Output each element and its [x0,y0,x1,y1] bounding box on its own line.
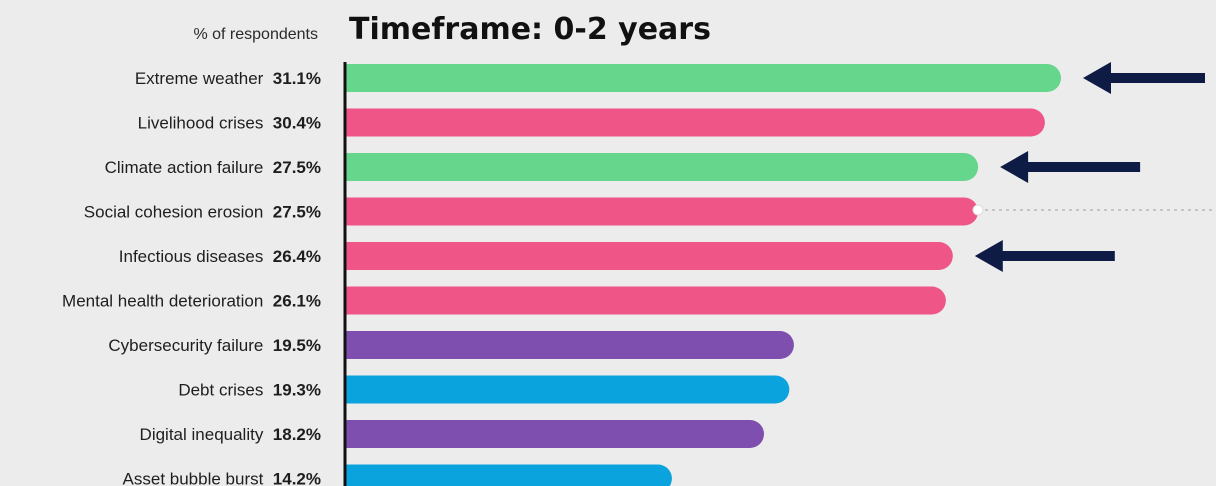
value-label: 26.4% [273,247,321,266]
bar-cybersecurity-failure [345,331,794,359]
category-label-livelihood-crises: Livelihood crises 30.4% [138,114,321,133]
leader-marker [972,204,984,216]
bar-asset-bubble-burst [345,464,672,486]
value-label: 31.1% [273,69,321,88]
bars-group [345,64,1061,486]
bar-base-mental-health-deterioration [345,286,359,315]
bar-base-digital-inequality [345,420,359,448]
bar-infectious-diseases [345,242,953,270]
value-label: 27.5% [273,203,321,222]
category-label-debt-crises: Debt crises 19.3% [178,381,321,400]
arrow-left-icon [974,240,1115,272]
value-label: 14.2% [273,470,321,486]
category-name: Livelihood crises [138,114,273,133]
bar-livelihood-crises [345,108,1045,137]
category-label-digital-inequality: Digital inequality 18.2% [140,425,321,444]
value-label: 30.4% [273,114,321,133]
category-name: Debt crises [178,381,272,400]
value-axis-label: % of respondents [193,26,318,43]
category-name: Cybersecurity failure [108,336,272,355]
category-labels-group: Extreme weather 31.1% Livelihood crises 3… [62,69,321,486]
bar-base-climate-action-failure [345,153,359,181]
arrow-left-icon [1083,62,1205,94]
value-label: 18.2% [273,425,321,444]
annotation-arrows-group [974,62,1205,272]
category-name: Infectious diseases [119,247,273,266]
value-label: 26.1% [273,292,321,311]
value-label: 19.5% [273,336,321,355]
bar-mental-health-deterioration [345,286,946,315]
arrow-left-icon [1000,151,1141,183]
category-name: Asset bubble burst [123,470,273,486]
bar-base-debt-crises [345,375,359,404]
category-label-asset-bubble-burst: Asset bubble burst 14.2% [123,470,321,486]
value-label: 27.5% [273,158,321,177]
category-label-social-cohesion-erosion: Social cohesion erosion 27.5% [84,203,321,222]
category-name: Social cohesion erosion [84,203,273,222]
category-label-extreme-weather: Extreme weather 31.1% [135,69,321,88]
category-name: Extreme weather [135,69,273,88]
bar-base-social-cohesion-erosion [345,197,359,226]
chart-title: Timeframe: 0-2 years [349,12,711,47]
category-name: Digital inequality [140,425,273,444]
bar-digital-inequality [345,420,765,448]
bar-base-asset-bubble-burst [345,464,359,486]
category-label-cybersecurity-failure: Cybersecurity failure 19.5% [108,336,321,355]
value-label: 19.3% [273,381,321,400]
category-name: Climate action failure [105,158,273,177]
category-label-infectious-diseases: Infectious diseases 26.4% [119,247,321,266]
bar-base-extreme-weather [345,64,359,92]
bar-extreme-weather [345,64,1061,92]
bar-base-infectious-diseases [345,242,359,270]
bar-base-livelihood-crises [345,108,359,137]
category-label-mental-health-deterioration: Mental health deterioration 26.1% [62,292,321,311]
bar-base-cybersecurity-failure [345,331,359,359]
bar-social-cohesion-erosion [345,197,979,226]
category-name: Mental health deterioration [62,292,273,311]
bar-climate-action-failure [345,153,979,181]
category-label-climate-action-failure: Climate action failure 27.5% [105,158,321,177]
bar-debt-crises [345,375,790,404]
